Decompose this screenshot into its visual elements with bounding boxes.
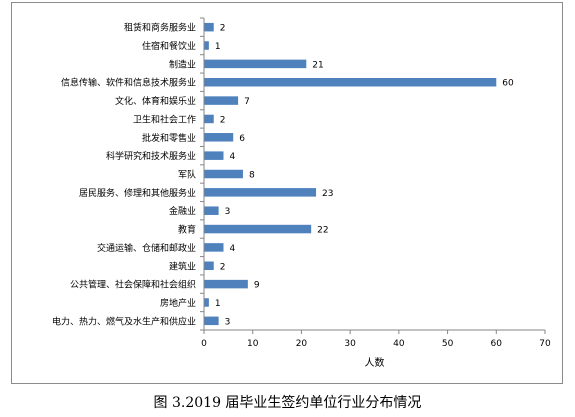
data-label: 23 (322, 189, 333, 199)
category-label: 房地产业 (160, 297, 196, 309)
bar (204, 316, 219, 326)
chart-frame (11, 2, 563, 384)
data-label: 8 (249, 171, 255, 181)
bars (204, 22, 497, 326)
data-label: 2 (220, 262, 226, 272)
category-label: 电力、热力、燃气及水生产和供应业 (52, 315, 196, 327)
x-tick-label: 30 (344, 339, 356, 349)
bar (204, 224, 312, 234)
x-tick-label: 10 (247, 339, 259, 349)
bar (204, 298, 209, 307)
bar (204, 243, 224, 252)
bar (204, 206, 219, 215)
data-label: 2 (220, 115, 226, 125)
bar (204, 96, 239, 105)
bar-chart: 租赁和商务服务业住宿和餐饮业制造业信息传输、软件和信息技术服务业文化、体育和娱乐… (52, 17, 551, 369)
data-label: 4 (229, 152, 235, 162)
data-label: 1 (215, 42, 221, 52)
data-label: 3 (225, 317, 231, 327)
data-label: 2 (220, 24, 226, 34)
x-tick-label: 60 (491, 339, 503, 349)
x-tick-label: 0 (201, 339, 207, 349)
data-label: 60 (502, 79, 514, 89)
category-label: 建筑业 (169, 260, 196, 272)
x-tick-label: 50 (442, 339, 454, 349)
category-label: 信息传输、软件和信息技术服务业 (61, 77, 196, 89)
bar (204, 59, 307, 69)
category-label: 居民服务、修理和其他服务业 (79, 187, 196, 199)
bar (204, 188, 317, 197)
data-label: 9 (254, 281, 260, 291)
bar (204, 261, 214, 271)
category-label: 制造业 (169, 58, 196, 70)
bar (204, 169, 243, 179)
bar (204, 41, 209, 50)
bar (204, 151, 224, 160)
category-label: 批发和零售业 (142, 132, 196, 144)
category-label: 科学研究和技术服务业 (106, 150, 196, 162)
x-tick-label: 40 (393, 339, 405, 349)
x-tick-label: 20 (296, 339, 308, 349)
bar (204, 22, 214, 32)
category-label: 教育 (178, 224, 196, 236)
data-label: 4 (229, 244, 235, 254)
category-label: 公共管理、社会保障和社会组织 (70, 279, 196, 291)
x-axis-title: 人数 (365, 356, 385, 369)
category-label: 交通运输、仓储和邮政业 (97, 242, 196, 254)
bar (204, 279, 248, 289)
data-label: 7 (244, 97, 250, 107)
data-label: 21 (312, 60, 323, 70)
category-label: 住宿和餐饮业 (142, 40, 196, 52)
category-label: 军队 (178, 169, 196, 181)
data-label: 3 (225, 207, 231, 217)
category-label: 文化、体育和娱乐业 (115, 95, 196, 107)
bar (204, 133, 234, 142)
figure-caption: 图 3.2019 届毕业生签约单位行业分布情况 (153, 395, 422, 411)
category-labels: 租赁和商务服务业住宿和餐饮业制造业信息传输、软件和信息技术服务业文化、体育和娱乐… (52, 17, 204, 331)
bar (204, 114, 214, 124)
data-label: 1 (215, 299, 221, 309)
data-label: 6 (239, 134, 245, 144)
x-axis: 0 10 20 30 40 50 60 70 (201, 329, 551, 349)
bar (204, 77, 497, 87)
category-label: 金融业 (169, 205, 196, 217)
data-label: 22 (317, 226, 328, 236)
category-label: 租赁和商务服务业 (124, 22, 196, 34)
x-tick-label: 70 (539, 339, 551, 349)
category-label: 卫生和社会工作 (133, 113, 196, 125)
